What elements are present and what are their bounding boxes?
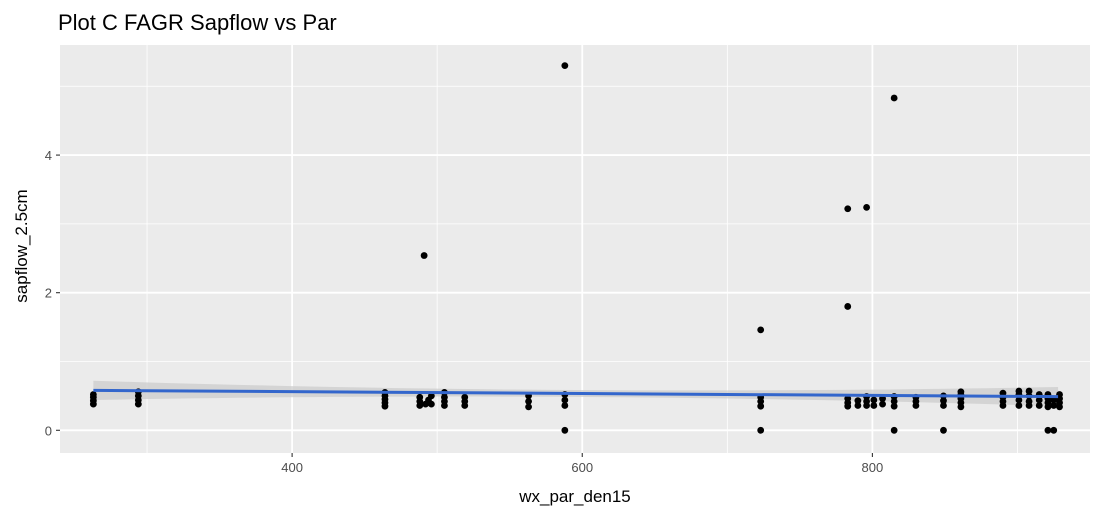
y-axis-label: sapflow_2.5cm xyxy=(12,189,31,302)
x-axis-label: wx_par_den15 xyxy=(518,487,631,506)
data-point xyxy=(957,388,965,396)
data-point xyxy=(940,426,947,434)
data-point xyxy=(525,397,532,405)
y-tick-label: 2 xyxy=(45,286,52,301)
x-tick-label: 600 xyxy=(571,460,593,475)
data-point xyxy=(416,393,424,401)
data-point xyxy=(1044,426,1052,434)
data-point xyxy=(854,402,862,409)
data-point xyxy=(890,397,898,405)
data-point xyxy=(890,94,898,102)
data-point xyxy=(1015,396,1023,404)
data-point xyxy=(1015,402,1023,409)
data-point xyxy=(757,402,765,410)
trend-layer xyxy=(93,388,1059,399)
data-point xyxy=(525,403,532,411)
data-point xyxy=(89,391,97,398)
data-point xyxy=(561,426,569,434)
x-tick-label: 800 xyxy=(862,460,884,475)
chart-title: Plot C FAGR Sapflow vs Par xyxy=(58,10,337,35)
data-point xyxy=(1025,387,1033,395)
data-point xyxy=(1035,402,1043,409)
data-point xyxy=(844,205,852,213)
data-point xyxy=(870,402,878,409)
y-tick-label: 0 xyxy=(45,423,52,438)
data-point xyxy=(1035,396,1043,404)
data-point xyxy=(420,252,428,259)
data-point xyxy=(441,393,448,401)
data-point xyxy=(879,400,886,408)
data-point xyxy=(940,397,947,405)
data-point xyxy=(757,326,765,334)
data-point xyxy=(854,397,862,405)
data-point xyxy=(1050,426,1058,434)
data-point xyxy=(890,402,898,410)
data-point xyxy=(757,426,765,434)
data-point xyxy=(1050,402,1058,409)
data-point xyxy=(870,396,878,404)
data-point xyxy=(427,392,435,400)
x-tick-label: 400 xyxy=(281,460,303,475)
trend-line xyxy=(93,388,1059,399)
points-layer xyxy=(89,62,1063,434)
data-point xyxy=(890,426,898,434)
data-point xyxy=(863,397,870,405)
axes-layer: 400 600 800 0 2 4 xyxy=(45,148,883,475)
data-point xyxy=(1025,397,1033,405)
data-point xyxy=(1050,396,1058,404)
data-point xyxy=(1015,387,1023,395)
data-point xyxy=(844,303,852,310)
major-gridlines xyxy=(60,45,1090,453)
y-tick-label: 4 xyxy=(45,148,52,163)
data-point xyxy=(561,396,569,404)
data-point xyxy=(863,203,870,211)
data-point xyxy=(940,402,947,409)
data-point xyxy=(561,62,569,70)
minor-gridlines xyxy=(60,45,1090,453)
data-point xyxy=(561,402,569,409)
data-point xyxy=(844,395,852,403)
data-point xyxy=(461,393,469,401)
data-point xyxy=(427,400,435,408)
